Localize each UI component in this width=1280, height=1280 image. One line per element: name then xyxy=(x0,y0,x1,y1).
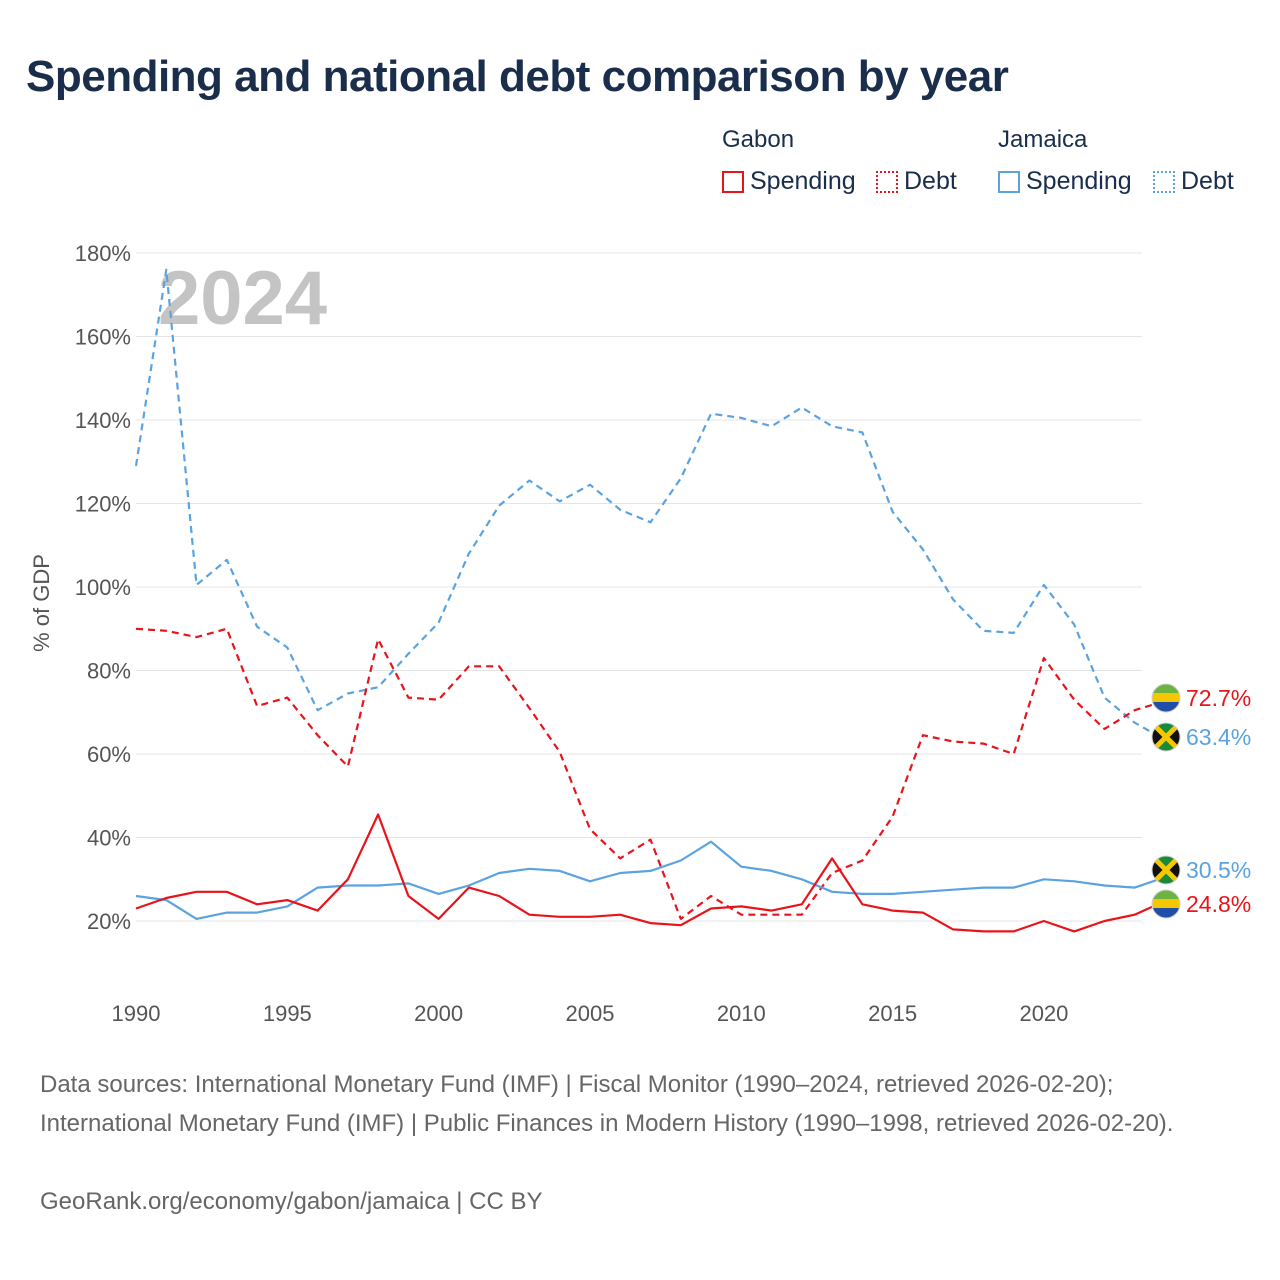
legend-jamaica-spending[interactable]: Spending xyxy=(998,167,1132,196)
x-tick-labels: 1990 1995 2000 2005 2010 2015 2020 xyxy=(112,1001,1069,1026)
chart-area: 20%40%60%80%100%120%140%160%180% 1990 199… xyxy=(29,241,1251,1026)
flag-jamaica-icon xyxy=(1151,722,1181,752)
end-value-label: 24.8% xyxy=(1186,891,1251,917)
series-line xyxy=(134,268,1166,741)
flag-saltire xyxy=(1152,723,1180,751)
flag-stripe xyxy=(1152,693,1180,703)
x-tick-label: 2020 xyxy=(1019,1001,1068,1026)
y-tick-label: 120% xyxy=(75,492,131,517)
end-value-label: 30.5% xyxy=(1186,857,1251,883)
flag-gabon-icon xyxy=(1151,889,1181,919)
legend-label: Spending xyxy=(750,167,856,195)
flag-stripe xyxy=(1152,684,1180,694)
grid-layer xyxy=(136,252,1142,922)
y-tick-label: 180% xyxy=(75,241,131,266)
flag-border xyxy=(1151,855,1181,885)
x-tick-label: 2010 xyxy=(717,1001,766,1026)
series-layer xyxy=(134,268,1166,933)
legend-swatch-solid xyxy=(998,170,1020,193)
flag-stripe xyxy=(1152,702,1180,712)
chart-title: Spending and national debt comparison by… xyxy=(26,52,1009,101)
legend-label: Debt xyxy=(904,167,957,195)
legend-group-jamaica: Jamaica xyxy=(998,126,1088,153)
y-tick-label: 40% xyxy=(87,826,131,851)
legend-gabon-spending[interactable]: Spending xyxy=(722,167,856,196)
flag-stripe xyxy=(1152,890,1180,900)
y-tick-label: 20% xyxy=(87,909,131,934)
legend-group-gabon: Gabon xyxy=(722,126,795,153)
flag-border xyxy=(1151,722,1181,752)
x-tick-label: 1995 xyxy=(263,1001,312,1026)
x-tick-label: 2005 xyxy=(565,1001,614,1026)
legend-gabon-debt[interactable]: Debt xyxy=(876,167,957,196)
y-tick-label: 100% xyxy=(75,575,131,600)
footer-sources: Data sources: International Monetary Fun… xyxy=(40,1071,1174,1137)
flag-saltire xyxy=(1152,856,1180,884)
flag-jamaica-icon xyxy=(1151,855,1181,885)
y-tick-label: 140% xyxy=(75,408,131,433)
end-value-label: 72.7% xyxy=(1186,685,1251,711)
series-line xyxy=(135,627,1166,921)
flag-border xyxy=(1151,683,1181,713)
legend-label: Debt xyxy=(1181,167,1234,195)
flag-gabon-icon xyxy=(1151,683,1181,713)
end-value-label: 63.4% xyxy=(1186,724,1251,750)
x-tick-label: 2000 xyxy=(414,1001,463,1026)
series-line xyxy=(135,813,1166,933)
series-line xyxy=(135,840,1166,921)
legend-swatch-dotted xyxy=(876,170,898,193)
x-tick-label: 2015 xyxy=(868,1001,917,1026)
footer-attribution[interactable]: GeoRank.org/economy/gabon/jamaica | CC B… xyxy=(40,1188,543,1215)
y-tick-label: 80% xyxy=(87,659,131,684)
end-labels: 72.7% 63.4% 30.5% 24.8% xyxy=(1151,683,1251,919)
legend-label: Spending xyxy=(1026,167,1132,195)
x-tick-label: 1990 xyxy=(112,1001,161,1026)
legend-jamaica-debt[interactable]: Debt xyxy=(1153,167,1234,196)
flag-stripe xyxy=(1152,908,1180,918)
legend-swatch-solid xyxy=(722,170,744,193)
legend-swatch-dotted xyxy=(1153,170,1175,193)
y-tick-label: 60% xyxy=(87,742,131,767)
flag-border xyxy=(1151,889,1181,919)
year-watermark: 2024 xyxy=(158,256,327,341)
flag-stripe xyxy=(1152,899,1180,909)
y-tick-label: 160% xyxy=(75,325,131,350)
y-axis-label: % of GDP xyxy=(29,554,54,652)
y-tick-labels: 20% 40% 60% 80% 100% 120% 140% 160% 180% xyxy=(75,241,131,934)
